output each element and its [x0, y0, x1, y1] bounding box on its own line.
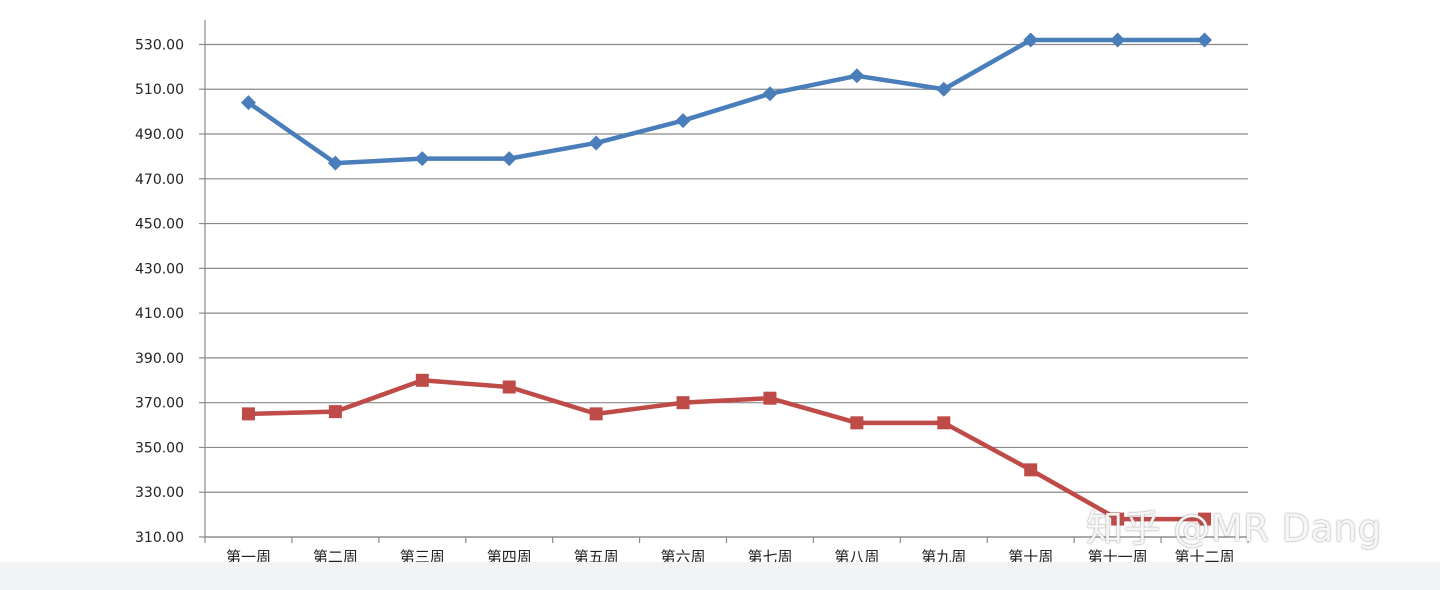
x-tick-label: 第四周 [487, 548, 532, 562]
x-tick-label: 第八周 [834, 548, 879, 562]
data-point [849, 68, 865, 84]
series-line [246, 378, 1207, 522]
line-chart: 310.00 330.00 350.00 370.00 390.00 410.00 430.… [135, 20, 1249, 562]
y-tick-label: 430.00 [135, 261, 184, 277]
y-tick-label: 470.00 [135, 172, 184, 188]
data-point [763, 391, 777, 405]
series [240, 32, 1213, 526]
x-tick-label: 第九周 [921, 548, 966, 562]
series-1 [240, 32, 1213, 171]
watermark: 知乎 @MR Dang [1086, 507, 1382, 550]
data-point [589, 407, 603, 421]
data-point [501, 151, 517, 167]
y-tick-label: 310.00 [135, 530, 184, 546]
data-point [328, 405, 342, 419]
data-point [1197, 32, 1213, 48]
y-tick-label: 370.00 [135, 396, 184, 412]
data-point [937, 416, 951, 430]
x-tick-label: 第十二周 [1175, 548, 1235, 562]
data-point [241, 407, 255, 421]
bottom-bar [0, 562, 1440, 590]
data-point [502, 380, 516, 394]
data-point [1111, 512, 1125, 526]
series-line [246, 37, 1207, 166]
y-tick-label: 510.00 [135, 82, 184, 98]
y-tick-label: 330.00 [135, 485, 184, 501]
x-tick-label: 第七周 [747, 548, 792, 562]
data-point [936, 81, 952, 97]
data-point [327, 155, 343, 171]
data-point [762, 86, 778, 102]
data-point [415, 373, 429, 387]
series-2 [241, 373, 1212, 526]
x-tick-label: 第二周 [313, 548, 358, 562]
data-point [588, 135, 604, 151]
data-point [414, 151, 430, 167]
data-point [676, 396, 690, 410]
y-tick-label: 490.00 [135, 127, 184, 143]
x-tick-label: 第六周 [661, 548, 706, 562]
x-tick-label: 第十一周 [1088, 548, 1148, 562]
y-tick-label: 410.00 [135, 306, 184, 322]
data-point [1110, 32, 1126, 48]
x-tick-label: 第五周 [574, 548, 619, 562]
x-axis: 第一周 第二周 第三周 第四周 第五周 第六周 第七周 第八周 第九周 第十周 第十一周 第十二周 [204, 536, 1249, 562]
x-tick-label: 第十周 [1008, 548, 1053, 562]
data-point [675, 113, 691, 129]
x-tick-label: 第一周 [226, 548, 271, 562]
x-tick-label: 第三周 [400, 548, 445, 562]
data-point [1198, 512, 1212, 526]
y-tick-label: 530.00 [135, 37, 184, 53]
data-point [1024, 463, 1038, 477]
y-tick-label: 450.00 [135, 217, 184, 233]
y-axis: 310.00 330.00 350.00 370.00 390.00 410.00 430.… [135, 20, 206, 546]
y-tick-label: 390.00 [135, 351, 184, 367]
data-point [240, 95, 256, 111]
data-point [1023, 32, 1039, 48]
gridlines [205, 43, 1248, 538]
y-tick-label: 350.00 [135, 440, 184, 456]
data-point [850, 416, 864, 430]
